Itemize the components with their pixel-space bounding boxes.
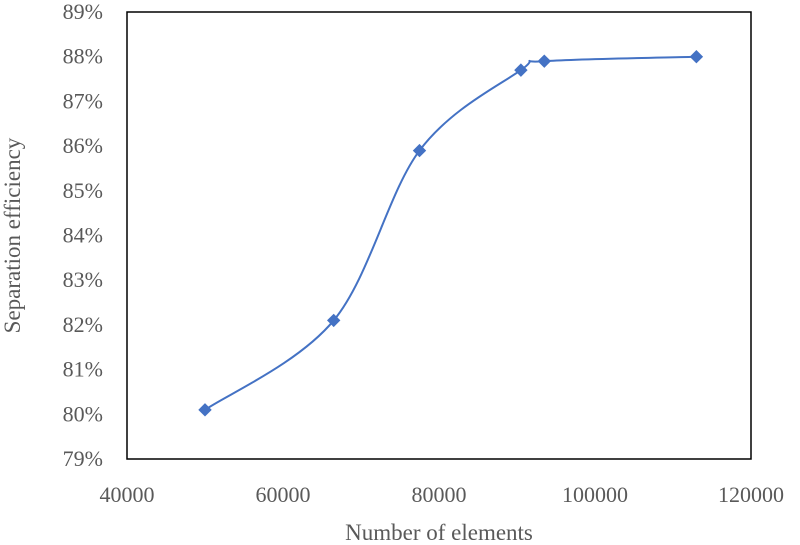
x-axis-tick-labels: 40000 60000 80000 100000 120000 [100, 482, 785, 507]
x-tick-label: 60000 [256, 482, 311, 507]
data-point [514, 63, 528, 77]
y-tick-label: 79% [63, 446, 103, 471]
y-axis-tick-labels: 79% 80% 81% 82% 83% 84% 85% 86% 87% 88% 89% [63, 0, 103, 471]
data-point [198, 403, 212, 417]
data-point [537, 54, 552, 68]
x-tick-label: 40000 [100, 482, 155, 507]
x-axis-title: Number of elements [345, 520, 533, 545]
y-tick-label: 82% [63, 312, 103, 337]
y-tick-label: 83% [63, 267, 103, 292]
y-tick-label: 84% [63, 223, 103, 248]
data-points [198, 49, 704, 417]
y-axis-title: Separation efficiency [0, 137, 25, 333]
data-point [689, 49, 704, 64]
y-tick-label: 85% [63, 178, 103, 203]
data-point [412, 143, 427, 158]
data-point [326, 313, 341, 328]
y-tick-label: 86% [63, 133, 103, 158]
x-tick-label: 120000 [718, 482, 784, 507]
x-tick-label: 100000 [562, 482, 628, 507]
plot-area-frame [126, 11, 752, 460]
series-line [204, 55, 697, 411]
y-tick-label: 89% [63, 0, 103, 24]
y-tick-label: 80% [63, 401, 103, 426]
y-tick-label: 87% [63, 88, 103, 113]
y-tick-label: 88% [63, 44, 103, 69]
x-tick-label: 80000 [412, 482, 467, 507]
y-tick-label: 81% [63, 357, 103, 382]
